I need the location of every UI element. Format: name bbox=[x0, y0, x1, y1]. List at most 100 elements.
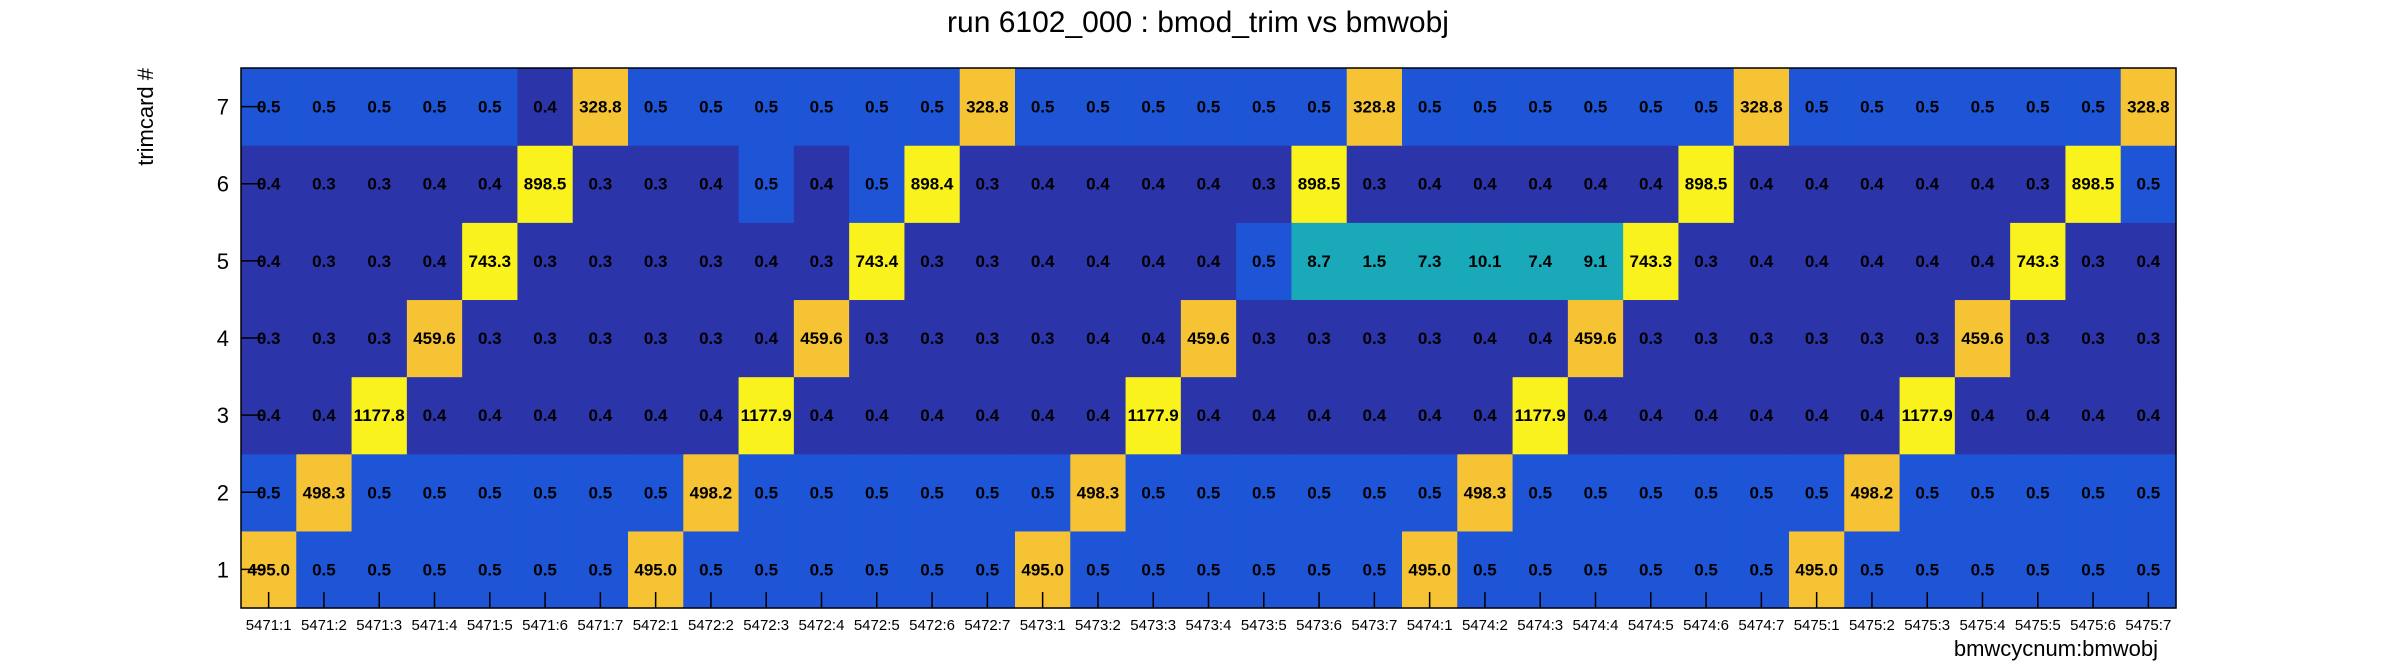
cell-value-label: 0.4 bbox=[1915, 175, 1939, 194]
cell-value-label: 0.5 bbox=[1915, 560, 1939, 579]
heatmap-cell bbox=[1457, 145, 1514, 223]
cell-value-label: 0.3 bbox=[1363, 329, 1387, 348]
cell-value-label: 0.3 bbox=[1639, 329, 1663, 348]
cell-value-label: 898.4 bbox=[911, 175, 954, 194]
cell-value-label: 0.4 bbox=[423, 252, 447, 271]
heatmap-cell bbox=[738, 376, 795, 455]
cell-value-label: 0.4 bbox=[1915, 252, 1939, 271]
cell-value-label: 0.5 bbox=[976, 483, 1000, 502]
heatmap-cell bbox=[351, 145, 408, 223]
cell-value-label: 0.4 bbox=[810, 406, 834, 425]
x-tick-label: 5472:5 bbox=[854, 617, 900, 634]
cell-value-label: 0.5 bbox=[1252, 98, 1276, 117]
cell-value-label: 459.6 bbox=[413, 329, 456, 348]
heatmap-cell bbox=[351, 68, 408, 146]
heatmap-cell bbox=[1954, 68, 2011, 146]
cell-value-label: 743.3 bbox=[1630, 252, 1673, 271]
heatmap-cell bbox=[1180, 299, 1237, 378]
cell-value-label: 0.3 bbox=[2137, 329, 2161, 348]
cell-value-label: 0.3 bbox=[367, 175, 391, 194]
heatmap-cell bbox=[1125, 376, 1182, 455]
cell-value-label: 0.4 bbox=[1307, 406, 1331, 425]
cell-value-label: 0.4 bbox=[2137, 252, 2161, 271]
cell-value-label: 0.4 bbox=[865, 406, 889, 425]
heatmap-cell bbox=[1567, 68, 1624, 146]
cell-value-label: 0.4 bbox=[1363, 406, 1387, 425]
cell-value-label: 0.4 bbox=[1750, 175, 1774, 194]
cell-value-label: 0.3 bbox=[312, 329, 336, 348]
cell-value-label: 0.4 bbox=[1031, 175, 1055, 194]
x-tick-label: 5471:3 bbox=[356, 617, 402, 634]
cell-value-label: 0.5 bbox=[1307, 483, 1331, 502]
heatmap-cell bbox=[296, 299, 353, 378]
cell-value-label: 0.5 bbox=[2137, 560, 2161, 579]
heatmap-cell bbox=[1402, 68, 1458, 146]
heatmap-cell bbox=[462, 222, 519, 301]
cell-value-label: 0.5 bbox=[1860, 560, 1884, 579]
cell-value-label: 0.5 bbox=[1915, 98, 1939, 117]
cell-value-label: 0.4 bbox=[533, 98, 557, 117]
heatmap-cell bbox=[1402, 222, 1458, 301]
cell-value-label: 0.3 bbox=[1694, 252, 1718, 271]
heatmap-cell bbox=[2065, 299, 2122, 378]
axis-ticks bbox=[241, 105, 2150, 608]
heatmap-cell bbox=[1899, 376, 1956, 455]
heatmap-cell bbox=[959, 376, 1016, 455]
cell-value-label: 0.5 bbox=[1528, 560, 1552, 579]
cell-value-label: 0.5 bbox=[423, 560, 447, 579]
heatmap-cell bbox=[1789, 68, 1845, 146]
cell-value-label: 0.4 bbox=[1141, 252, 1165, 271]
heatmap-cell bbox=[296, 376, 353, 455]
heatmap-cell bbox=[1512, 376, 1569, 455]
cell-value-label: 0.3 bbox=[1307, 329, 1331, 348]
cell-value-label: 0.5 bbox=[423, 98, 447, 117]
cell-value-label: 0.4 bbox=[1473, 175, 1497, 194]
cell-value-label: 0.5 bbox=[699, 98, 723, 117]
y-tick-label: 1 bbox=[217, 557, 229, 582]
heatmap-cell bbox=[2010, 145, 2067, 223]
cell-value-label: 0.5 bbox=[754, 560, 778, 579]
x-tick-label: 5473:6 bbox=[1296, 617, 1342, 634]
heatmap-cell bbox=[1180, 145, 1237, 223]
heatmap-cell bbox=[1678, 222, 1735, 301]
heatmap-cell bbox=[1844, 68, 1901, 146]
heatmap-cell bbox=[1844, 145, 1901, 223]
x-tick-label: 5474:6 bbox=[1683, 617, 1729, 634]
cell-value-label: 0.5 bbox=[312, 560, 336, 579]
cell-value-label: 0.5 bbox=[754, 98, 778, 117]
heatmap-cell bbox=[628, 68, 684, 146]
heatmap-cell bbox=[1512, 453, 1569, 532]
cell-value-label: 0.5 bbox=[589, 483, 613, 502]
x-tick-label: 5475:6 bbox=[2070, 617, 2116, 634]
heatmap-cell bbox=[1733, 453, 1790, 532]
cell-value-label: 0.3 bbox=[589, 329, 613, 348]
heatmap-cell bbox=[1512, 299, 1569, 378]
cell-value-label: 0.5 bbox=[1750, 560, 1774, 579]
cell-value-label: 0.3 bbox=[2026, 329, 2050, 348]
cell-value-label: 0.5 bbox=[1252, 252, 1276, 271]
heatmap-cell bbox=[1567, 376, 1624, 455]
x-tick-label: 5473:5 bbox=[1241, 617, 1287, 634]
heatmap-cell bbox=[1346, 68, 1403, 146]
heatmap-cell bbox=[1567, 453, 1624, 532]
x-tick-label: 5472:2 bbox=[688, 617, 734, 634]
cell-value-label: 459.6 bbox=[1574, 329, 1617, 348]
cell-value-label: 0.3 bbox=[644, 329, 668, 348]
cell-value-label: 0.3 bbox=[533, 252, 557, 271]
heatmap-cell bbox=[2010, 453, 2067, 532]
cell-value-label: 0.5 bbox=[1418, 98, 1442, 117]
cell-value-label: 0.5 bbox=[1141, 560, 1165, 579]
cell-value-label: 1177.9 bbox=[1128, 406, 1179, 425]
heatmap-cell bbox=[1678, 376, 1735, 455]
cell-value-label: 0.5 bbox=[1971, 560, 1995, 579]
heatmap-cell bbox=[793, 453, 850, 532]
cell-value-label: 0.3 bbox=[920, 329, 944, 348]
cell-value-label: 0.5 bbox=[1971, 98, 1995, 117]
cell-value-label: 0.4 bbox=[644, 406, 668, 425]
x-tick-label: 5473:2 bbox=[1075, 617, 1121, 634]
cell-value-label: 0.4 bbox=[1086, 329, 1110, 348]
cell-value-label: 0.5 bbox=[478, 483, 502, 502]
cell-value-label: 0.4 bbox=[1860, 406, 1884, 425]
cell-value-label: 0.3 bbox=[1694, 329, 1718, 348]
cell-value-label: 1.5 bbox=[1363, 252, 1387, 271]
